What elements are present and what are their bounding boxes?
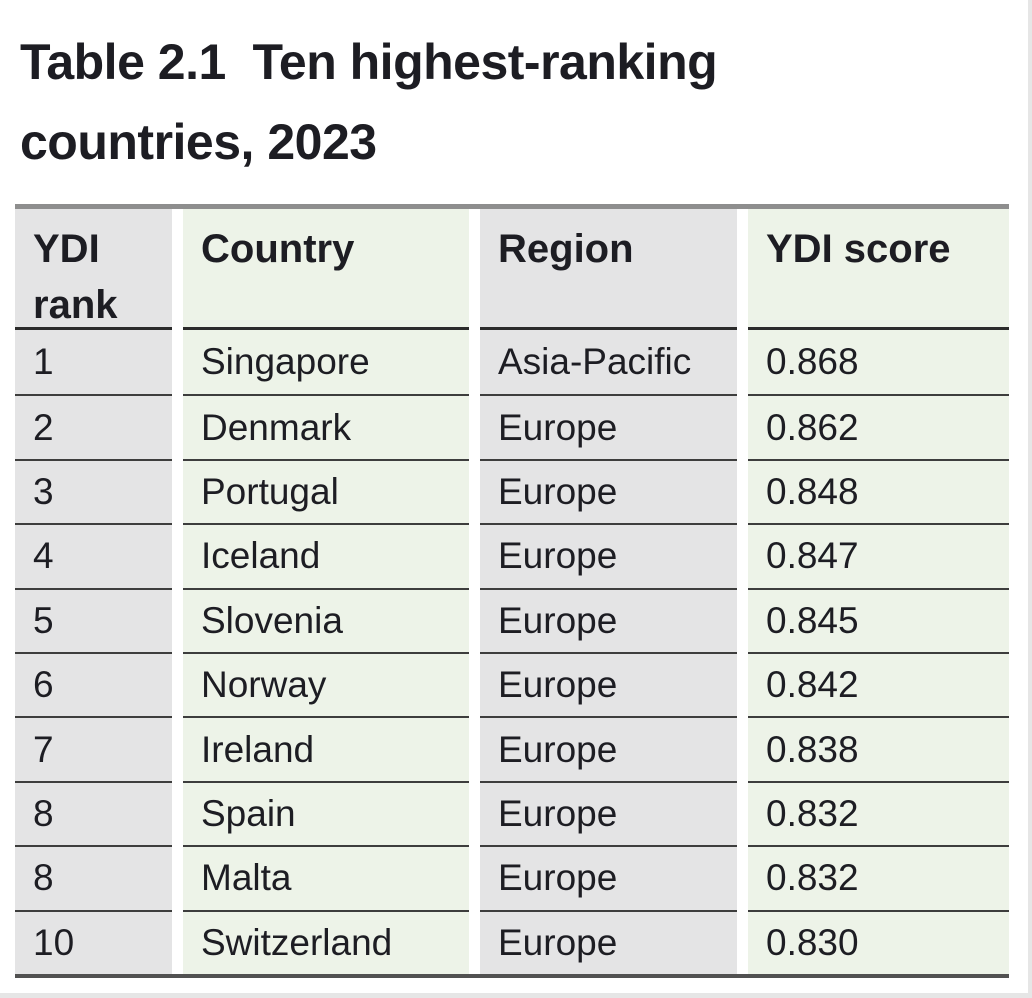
row3-score-cell: 0.848 <box>748 458 1009 524</box>
row2-score-cell: 0.862 <box>748 394 1009 459</box>
row9-rank-cell: 8 <box>15 845 172 910</box>
table-top-border <box>15 204 1009 209</box>
row6-country-cell: Norway <box>183 651 469 717</box>
column-header-region: Region <box>480 209 737 330</box>
row8-country-cell: Spain <box>183 780 469 846</box>
table-title-line2: countries, 2023 <box>20 114 377 170</box>
row9-score-cell: 0.832 <box>748 845 1009 910</box>
row5-region-cell: Europe <box>480 587 737 652</box>
row10-rank-cell: 10 <box>15 909 172 974</box>
row7-region-cell: Europe <box>480 716 737 781</box>
row5-country-cell: Slovenia <box>183 587 469 652</box>
row1-rank-cell: 1 <box>15 330 172 395</box>
row1-score-cell: 0.868 <box>748 330 1009 395</box>
row2-region-cell: Europe <box>480 394 737 459</box>
row3-rank-cell: 3 <box>15 458 172 524</box>
row8-rank-cell: 8 <box>15 780 172 846</box>
row2-country-cell: Denmark <box>183 394 469 459</box>
row7-score-cell: 0.838 <box>748 716 1009 781</box>
row10-score-cell: 0.830 <box>748 909 1009 974</box>
row4-region-cell: Europe <box>480 523 737 588</box>
page-right-edge <box>1028 0 1032 998</box>
row4-country-cell: Iceland <box>183 523 469 588</box>
row3-region-cell: Europe <box>480 458 737 524</box>
row9-region-cell: Europe <box>480 845 737 910</box>
row8-score-cell: 0.832 <box>748 780 1009 846</box>
page-bottom-edge <box>0 993 1032 998</box>
column-header-ydi-score: YDI score <box>748 209 1009 330</box>
column-header-country: Country <box>183 209 469 330</box>
table-title-line1: Table 2.1 Ten highest-ranking <box>20 34 718 90</box>
row2-rank-cell: 2 <box>15 394 172 459</box>
row6-rank-cell: 6 <box>15 651 172 717</box>
row5-score-cell: 0.845 <box>748 587 1009 652</box>
row1-country-cell: Singapore <box>183 330 469 395</box>
row4-score-cell: 0.847 <box>748 523 1009 588</box>
row10-region-cell: Europe <box>480 909 737 974</box>
row5-rank-cell: 5 <box>15 587 172 652</box>
table-bottom-border <box>15 973 1009 978</box>
row4-rank-cell: 4 <box>15 523 172 588</box>
table-title: Table 2.1 Ten highest-ranking countries,… <box>20 22 718 182</box>
row1-region-cell: Asia-Pacific <box>480 330 737 395</box>
row10-country-cell: Switzerland <box>183 909 469 974</box>
column-header-ydi-rank: YDI rank <box>15 209 172 330</box>
row3-country-cell: Portugal <box>183 458 469 524</box>
row6-region-cell: Europe <box>480 651 737 717</box>
row9-country-cell: Malta <box>183 845 469 910</box>
row6-score-cell: 0.842 <box>748 651 1009 717</box>
table-grid: YDI rank Country Region YDI score 1 Sing… <box>15 209 1009 974</box>
row7-rank-cell: 7 <box>15 716 172 781</box>
row8-region-cell: Europe <box>480 780 737 846</box>
row7-country-cell: Ireland <box>183 716 469 781</box>
ranking-table: YDI rank Country Region YDI score 1 Sing… <box>15 204 1009 978</box>
